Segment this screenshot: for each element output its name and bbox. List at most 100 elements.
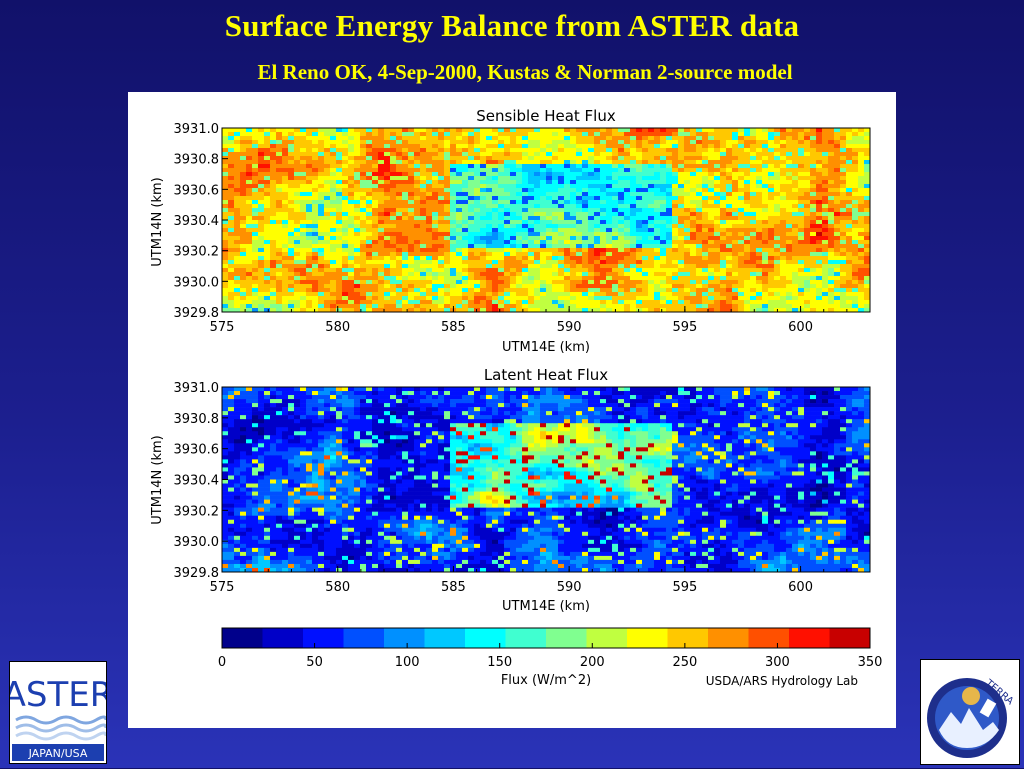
heatmap-cell xyxy=(630,292,636,296)
heatmap-cell xyxy=(414,216,420,220)
heatmap-cell xyxy=(690,216,696,220)
heatmap-cell xyxy=(762,212,768,216)
heatmap-cell xyxy=(240,156,246,160)
heatmap-cell xyxy=(840,172,846,176)
heatmap-cell xyxy=(708,220,714,224)
heatmap-cell xyxy=(516,276,522,280)
heatmap-cell xyxy=(786,264,792,268)
heatmap-cell xyxy=(534,152,540,156)
heatmap-cell xyxy=(504,140,510,144)
heatmap-cell xyxy=(270,172,276,176)
heatmap-cell xyxy=(582,264,588,268)
heatmap-cell xyxy=(708,264,714,268)
heatmap-cell xyxy=(504,240,510,244)
heatmap-cell xyxy=(498,280,504,284)
heatmap-cell xyxy=(504,160,510,164)
heatmap-cell xyxy=(798,136,804,140)
heatmap-cell xyxy=(792,168,798,172)
heatmap-cell xyxy=(696,272,702,276)
heatmap-cell xyxy=(738,196,744,200)
heatmap-cell xyxy=(648,292,654,296)
heatmap-cell xyxy=(552,300,558,304)
heatmap-cell xyxy=(450,300,456,304)
heatmap-cell xyxy=(516,280,522,284)
heatmap-cell xyxy=(702,164,708,168)
heatmap-cell xyxy=(510,128,516,132)
heatmap-cell xyxy=(348,284,354,288)
heatmap-cell xyxy=(834,224,840,228)
heatmap-cell xyxy=(708,156,714,160)
heatmap-cell xyxy=(714,296,720,300)
heatmap-cell xyxy=(600,292,606,296)
heatmap-cell xyxy=(222,204,228,208)
heatmap-cell xyxy=(330,156,336,160)
heatmap-cell xyxy=(558,228,564,232)
heatmap-cell xyxy=(384,236,390,240)
heatmap-cell xyxy=(840,284,846,288)
heatmap-cell xyxy=(288,240,294,244)
heatmap-cell xyxy=(666,204,672,208)
heatmap-cell xyxy=(372,268,378,272)
heatmap-cell xyxy=(222,276,228,280)
heatmap-cell xyxy=(774,272,780,276)
heatmap-cell xyxy=(366,148,372,152)
heatmap-cell xyxy=(522,268,528,272)
heatmap-cell xyxy=(594,268,600,272)
heatmap-cell xyxy=(588,144,594,148)
heatmap-cell xyxy=(684,236,690,240)
heatmap-cell xyxy=(750,224,756,228)
heatmap-cell xyxy=(618,260,624,264)
heatmap-cell xyxy=(312,288,318,292)
heatmap-cell xyxy=(348,168,354,172)
heatmap-cell xyxy=(672,140,678,144)
heatmap-cell xyxy=(360,140,366,144)
heatmap-cell xyxy=(258,268,264,272)
heatmap-cell xyxy=(276,236,282,240)
heatmap-cell xyxy=(828,140,834,144)
heatmap-cell xyxy=(468,272,474,276)
heatmap-cell xyxy=(762,204,768,208)
heatmap-cell xyxy=(282,132,288,136)
heatmap-cell xyxy=(504,164,510,168)
heatmap-cell xyxy=(384,168,390,172)
heatmap-cell xyxy=(744,208,750,212)
heatmap-cell xyxy=(360,292,366,296)
heatmap-cell xyxy=(666,288,672,292)
heatmap-cell xyxy=(762,232,768,236)
heatmap-cell xyxy=(588,132,594,136)
heatmap-cell xyxy=(270,272,276,276)
heatmap-cell xyxy=(714,176,720,180)
heatmap-cell xyxy=(492,228,498,232)
heatmap-cell xyxy=(756,188,762,192)
heatmap-cell xyxy=(300,272,306,276)
heatmap-cell xyxy=(588,284,594,288)
heatmap-cell xyxy=(228,160,234,164)
heatmap-cell xyxy=(318,280,324,284)
heatmap-cell xyxy=(738,244,744,248)
heatmap-cell xyxy=(744,180,750,184)
heatmap-cell xyxy=(720,220,726,224)
heatmap-cell xyxy=(822,296,828,300)
heatmap-cell xyxy=(738,248,744,252)
heatmap-cell xyxy=(516,160,522,164)
heatmap-cell xyxy=(294,136,300,140)
heatmap-cell xyxy=(276,160,282,164)
heatmap-cell xyxy=(306,160,312,164)
heatmap-cell xyxy=(414,176,420,180)
heatmap-cell xyxy=(366,264,372,268)
heatmap-cell xyxy=(798,300,804,304)
heatmap-cell xyxy=(684,252,690,256)
heatmap-cell xyxy=(444,248,450,252)
heatmap-cell xyxy=(600,224,606,228)
heatmap-cell xyxy=(402,128,408,132)
heatmap-cell xyxy=(456,168,462,172)
heatmap-cell xyxy=(312,204,318,208)
heatmap-cell xyxy=(774,192,780,196)
heatmap-cell xyxy=(306,276,312,280)
heatmap-cell xyxy=(246,156,252,160)
heatmap-cell xyxy=(564,164,570,168)
heatmap-cell xyxy=(438,236,444,240)
heatmap-cell xyxy=(720,152,726,156)
heatmap-cell xyxy=(708,200,714,204)
heatmap-cell xyxy=(498,284,504,288)
